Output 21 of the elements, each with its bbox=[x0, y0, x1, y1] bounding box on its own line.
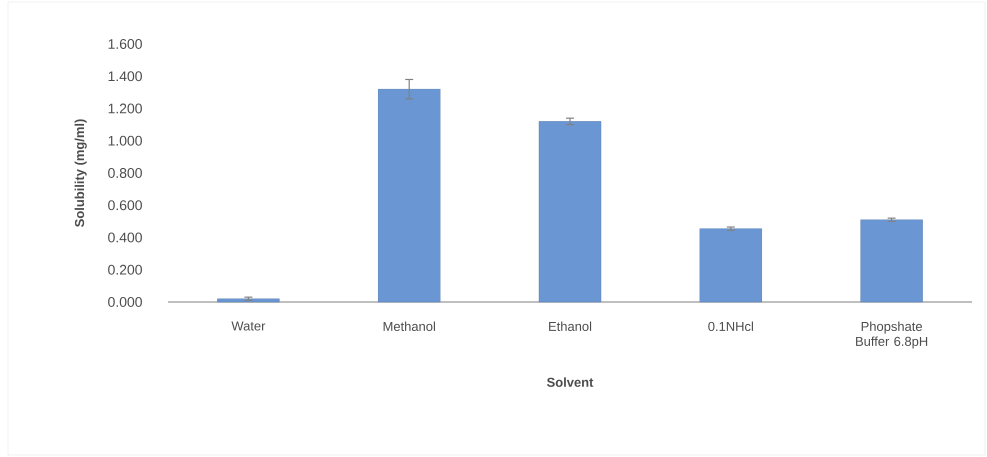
bar bbox=[700, 228, 762, 302]
bar bbox=[538, 121, 602, 302]
bar bbox=[378, 88, 440, 302]
x-tick-label: 0.1NHcl bbox=[708, 322, 753, 332]
bar bbox=[860, 220, 923, 302]
x-tick-label: Phopshate Buffer 6.8pH bbox=[856, 322, 928, 349]
y-tick-label: 0.600 bbox=[108, 200, 142, 210]
y-tick-label: 0.800 bbox=[108, 168, 142, 178]
y-tick-label: 1.400 bbox=[108, 71, 142, 82]
x-tick-label: Ethanol bbox=[549, 322, 592, 332]
y-tick-label: 1.200 bbox=[108, 104, 142, 114]
y-tick-label: 0.400 bbox=[108, 232, 142, 242]
y-axis-title: Solubility (mg/ml) bbox=[74, 119, 87, 227]
x-tick-label: Methanol bbox=[384, 322, 435, 332]
y-tick-label: 0.000 bbox=[108, 297, 142, 307]
x-axis-title: Solvent bbox=[546, 377, 594, 387]
x-tick-label: Water bbox=[231, 322, 266, 331]
y-tick-label: 1.000 bbox=[108, 136, 142, 146]
y-tick-label: 0.200 bbox=[108, 264, 142, 275]
y-tick-label: 1.600 bbox=[108, 39, 142, 49]
bar bbox=[217, 298, 280, 302]
